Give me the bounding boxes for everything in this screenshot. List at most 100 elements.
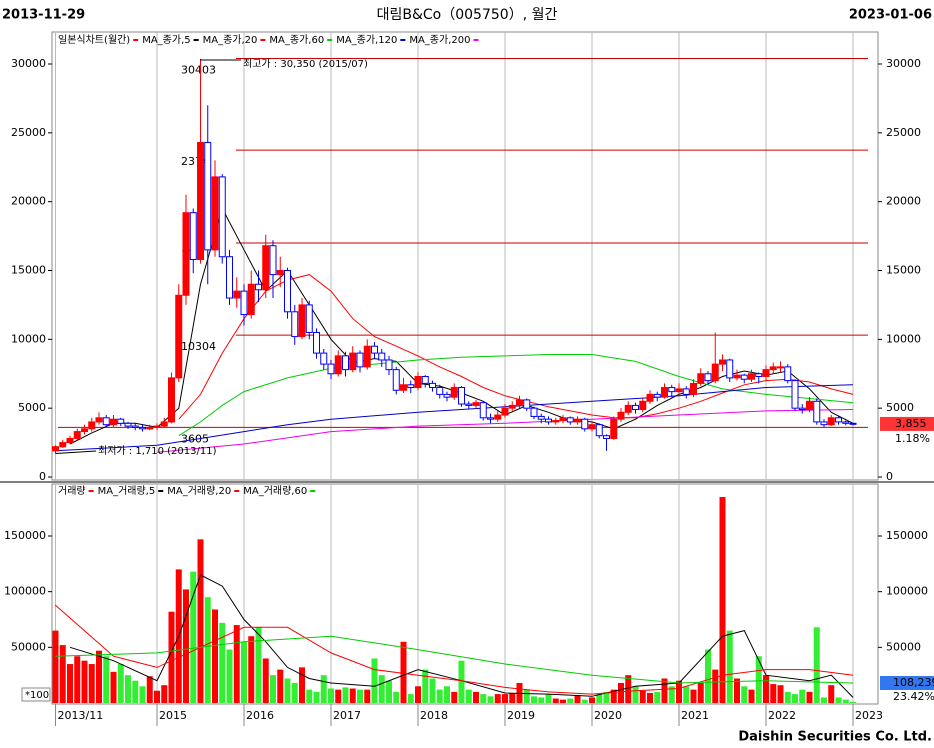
candle-body: [81, 428, 88, 433]
candle-body: [769, 366, 777, 371]
candle-body: [160, 421, 168, 427]
candle-body: [465, 403, 473, 406]
volume-bar: [219, 622, 226, 703]
candle-body: [59, 442, 67, 448]
x-tick-label: 2020: [594, 709, 622, 722]
volume-bar: [371, 658, 378, 703]
last-volume-label: 108,239: [893, 676, 934, 689]
legend-entry: MA_종가,20: [203, 34, 258, 46]
candle-body: [269, 245, 277, 276]
x-tick-label: 2021: [681, 709, 709, 722]
candle-body: [639, 400, 647, 411]
volume-bar: [639, 690, 646, 703]
volume-bar: [661, 678, 668, 703]
last-price-box: [880, 416, 934, 431]
candle-body: [508, 404, 516, 409]
y-tick-label: 25000: [11, 126, 46, 139]
high-arrow: [200, 59, 241, 61]
candle-body: [537, 415, 545, 420]
candle-body: [197, 141, 204, 260]
y-tick-label-right: 50000: [886, 640, 921, 653]
volume-bar: [183, 589, 189, 703]
candle-body: [284, 269, 291, 313]
candle-body: [66, 437, 74, 444]
candle-body: [827, 417, 835, 426]
volume-bar: [828, 685, 835, 703]
x-tick-label: 2017: [333, 709, 361, 722]
candle-body: [668, 387, 676, 393]
candle-body: [733, 374, 741, 379]
candle-body: [414, 376, 422, 389]
candle-body: [450, 387, 458, 398]
volume-bar: [589, 697, 595, 703]
volume-bar: [270, 675, 276, 703]
candle-body: [835, 417, 842, 423]
candle-body: [632, 404, 639, 411]
x-tick-label: 2023: [855, 709, 883, 722]
candle-body: [218, 176, 226, 258]
moving-average-line: [69, 574, 854, 698]
volume-bar: [436, 689, 443, 703]
volume-bar: [233, 625, 240, 703]
candle-body: [523, 399, 531, 409]
volume-bar: [306, 689, 313, 703]
volume-bar: [407, 694, 414, 703]
low-arrow: [55, 450, 97, 454]
candle-body: [363, 345, 371, 368]
legend-entry: MA_거래량,5: [98, 485, 156, 497]
volume-bar: [67, 664, 73, 703]
volume-bar: [509, 692, 516, 703]
candle-body: [371, 345, 378, 354]
volume-bar: [647, 692, 653, 703]
candle-body: [784, 366, 792, 382]
unit-box: [21, 687, 51, 702]
y-tick-label-right: 150000: [886, 529, 928, 542]
candle-body: [349, 352, 357, 371]
candle-body: [153, 425, 161, 428]
candle-body: [327, 363, 335, 375]
last-price-label: 3,855: [895, 417, 927, 430]
candle-body: [436, 387, 444, 395]
volume-bar: [813, 627, 820, 703]
footer: Daishin Securities Co. Ltd.: [738, 730, 932, 745]
candle-body: [291, 311, 299, 338]
price-panel: [51, 31, 879, 481]
volume-bar: [632, 686, 639, 703]
y-tick-label-right: 10000: [886, 332, 921, 345]
volume-bar: [538, 697, 545, 703]
candle-body: [240, 290, 248, 316]
volume-bar: [618, 682, 624, 703]
candle-body: [791, 380, 799, 409]
y-tick-label-right: 15000: [886, 263, 921, 276]
candle-body: [189, 212, 197, 260]
volume-bar: [415, 686, 421, 703]
candle-body: [798, 407, 806, 411]
candle-body: [117, 418, 125, 424]
volume-bar: [393, 691, 400, 703]
candle-body: [73, 431, 81, 439]
candle-body: [566, 417, 574, 423]
candle-body: [226, 256, 233, 299]
volume-bar: [850, 701, 856, 703]
volume-bar: [226, 649, 233, 703]
y-tick-label: 15000: [11, 263, 46, 276]
candle-body: [124, 422, 132, 427]
volume-bar: [320, 675, 327, 703]
candle-body: [385, 359, 393, 371]
candle-body: [400, 384, 407, 391]
volume-bar: [799, 689, 806, 703]
x-tick-label: 2018: [420, 709, 448, 722]
legend-entry: MA_종가,200: [409, 34, 470, 46]
volume-bar: [705, 649, 711, 703]
volume-bar: [378, 675, 385, 703]
volume-bar: [444, 686, 450, 703]
volume-bar: [487, 696, 494, 703]
legend-title: 일본식차트(월간): [58, 34, 130, 46]
volume-bar: [792, 694, 798, 703]
volume-bar: [400, 641, 407, 703]
candle-body: [146, 426, 154, 430]
legend-entry: MA_거래량,20: [167, 485, 231, 497]
moving-average-line: [54, 604, 854, 695]
moving-average-line: [55, 635, 854, 684]
candle-body: [342, 355, 349, 371]
